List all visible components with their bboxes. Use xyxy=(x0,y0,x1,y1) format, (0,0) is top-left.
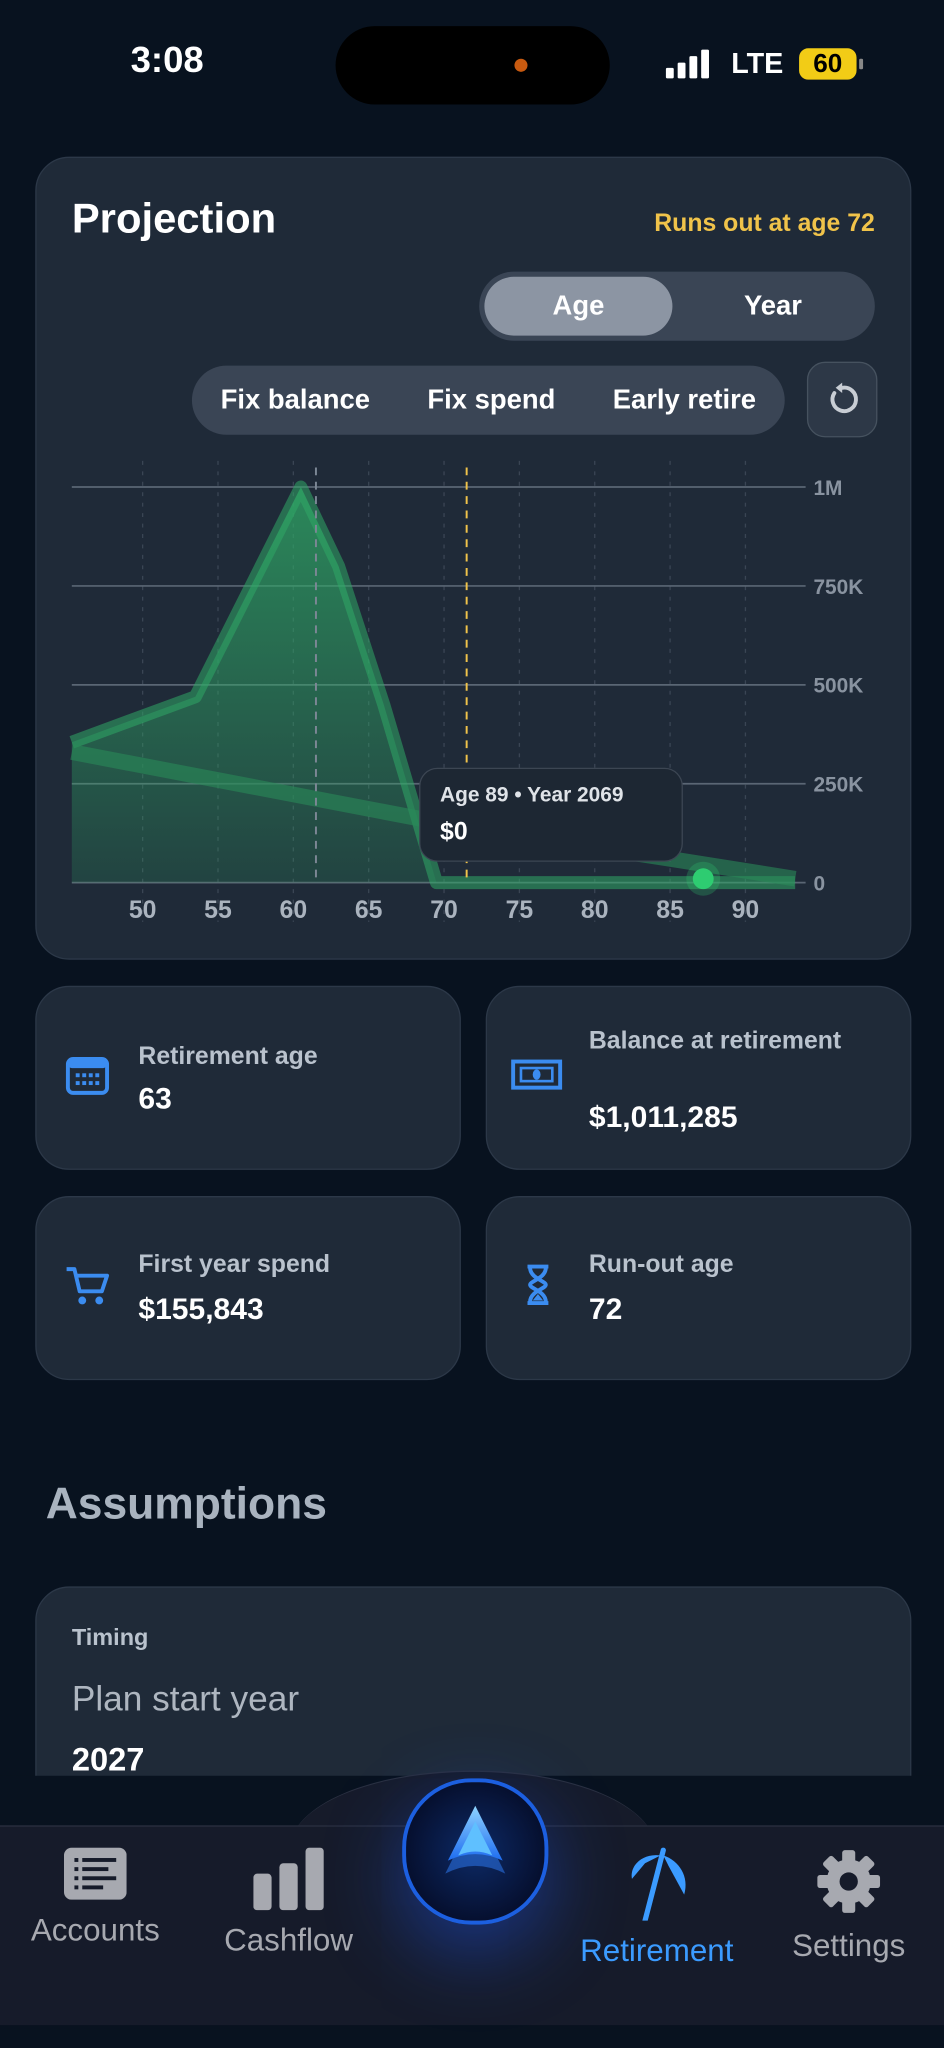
tab-retirement[interactable]: Retirement xyxy=(565,1847,748,1971)
camera-indicator xyxy=(514,58,528,72)
fix-spend-button[interactable]: Fix spend xyxy=(427,384,556,415)
toggle-year[interactable]: Year xyxy=(743,291,802,322)
chart-tooltip: Age 89 • Year 2069 $0 xyxy=(419,767,683,862)
umbrella-icon xyxy=(631,1847,686,1921)
stat-label: Balance at retirement xyxy=(588,1027,842,1056)
x-tick-label: 65 xyxy=(355,897,383,924)
stat-label: First year spend xyxy=(138,1250,331,1279)
dynamic-island xyxy=(335,26,610,105)
hourglass-icon xyxy=(527,1264,549,1306)
x-tick-label: 70 xyxy=(430,897,458,924)
calendar-icon xyxy=(65,1056,110,1095)
fix-balance-button[interactable]: Fix balance xyxy=(220,384,370,415)
projection-card: Projection Runs out at age 72 Age Year F… xyxy=(35,156,912,960)
x-tick-label: 90 xyxy=(732,897,760,924)
home-center-button[interactable] xyxy=(402,1778,549,1925)
y-tick-label: 1M xyxy=(813,477,842,500)
list-icon xyxy=(63,1847,127,1900)
projection-chart[interactable]: 50 55 60 65 70 75 80 85 90 1M 750K 500K 250K 0 xyxy=(37,445,911,941)
plan-start-year-value[interactable]: 2027 xyxy=(71,1741,145,1779)
x-tick-label: 55 xyxy=(204,897,232,924)
tooltip-title: Age 89 • Year 2069 xyxy=(440,784,624,807)
field-label: Plan start year xyxy=(71,1679,300,1719)
signal-icon xyxy=(665,49,709,79)
bar-chart-icon xyxy=(253,1847,324,1911)
stat-card-first-year-spend: First year spend $155,843 xyxy=(35,1196,461,1381)
stat-value: 63 xyxy=(138,1081,172,1116)
toggle-age[interactable]: Age xyxy=(484,276,673,336)
selected-point xyxy=(692,868,714,890)
assumptions-heading: Assumptions xyxy=(45,1479,327,1529)
x-tick-label: 80 xyxy=(581,897,609,924)
x-tick-label: 85 xyxy=(656,897,684,924)
stat-value: 72 xyxy=(588,1291,623,1326)
stat-label: Retirement age xyxy=(138,1043,318,1071)
x-tick-label: 50 xyxy=(129,897,157,924)
stat-card-balance: Balance at retirement $1,011,285 xyxy=(485,985,912,1170)
app-logo-icon xyxy=(445,1805,506,1874)
tab-label: Retirement xyxy=(580,1933,734,1969)
reset-icon xyxy=(830,382,858,414)
tab-accounts[interactable]: Accounts xyxy=(4,1847,187,1950)
tab-label: Cashflow xyxy=(224,1923,354,1959)
tab-label: Settings xyxy=(792,1928,906,1964)
stat-card-retirement-age: Retirement age 63 xyxy=(35,985,461,1170)
y-tick-label: 750K xyxy=(813,576,863,599)
reset-button[interactable] xyxy=(806,361,878,438)
tab-label: Accounts xyxy=(30,1912,160,1949)
projection-title: Projection xyxy=(71,194,277,242)
network-label: LTE xyxy=(731,47,784,80)
scenario-buttons: Fix balance Fix spend Early retire xyxy=(191,365,785,435)
runout-warning: Runs out at age 72 xyxy=(654,210,875,238)
x-tick-label: 60 xyxy=(280,897,308,924)
stat-value: $155,843 xyxy=(138,1291,264,1326)
age-year-toggle: Age Year xyxy=(479,271,875,341)
gear-icon xyxy=(817,1850,881,1913)
series-line xyxy=(69,480,796,890)
section-label: Timing xyxy=(71,1624,149,1651)
tab-cashflow[interactable]: Cashflow xyxy=(197,1847,380,1960)
stat-card-runout-age: Run-out age 72 xyxy=(485,1196,912,1381)
tab-settings[interactable]: Settings xyxy=(757,1848,940,1966)
y-tick-label: 0 xyxy=(813,872,825,895)
y-tick-label: 250K xyxy=(813,774,863,797)
cart-icon xyxy=(66,1267,110,1305)
battery-icon: 60 xyxy=(799,48,864,80)
status-time: 3:08 xyxy=(130,39,204,80)
x-tick-label: 75 xyxy=(506,897,534,924)
y-tick-label: 500K xyxy=(813,675,863,698)
tooltip-value: $0 xyxy=(440,818,468,847)
stat-label: Run-out age xyxy=(588,1250,734,1279)
banknote-icon xyxy=(511,1059,563,1090)
early-retire-button[interactable]: Early retire xyxy=(612,384,757,415)
stat-value: $1,011,285 xyxy=(588,1099,738,1134)
